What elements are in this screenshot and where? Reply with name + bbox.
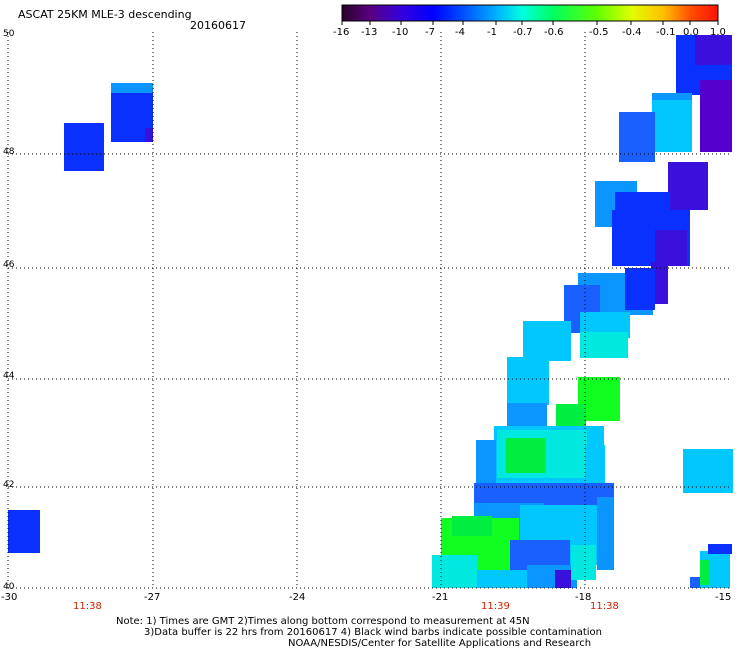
colorbar-segment <box>597 5 632 21</box>
colorbar-frame <box>341 4 719 22</box>
data-cell <box>651 262 668 304</box>
data-cell <box>8 510 40 553</box>
credit-line: NOAA/NESDIS/Center for Satellite Applica… <box>288 638 592 649</box>
data-cell <box>506 438 546 473</box>
data-cell <box>652 100 692 152</box>
data-cell <box>507 357 549 405</box>
data-cell <box>476 440 496 486</box>
data-cell <box>477 570 527 588</box>
colorbar-segment <box>663 5 691 21</box>
longitude-label: -27 <box>144 592 161 603</box>
data-cell <box>597 497 614 570</box>
colorbar-segment <box>553 5 598 21</box>
colorbar-segment <box>370 5 402 21</box>
colorbar-segment <box>522 5 554 21</box>
data-cell <box>555 570 571 588</box>
map-date: 20160617 <box>190 19 246 32</box>
colorbar-tick-label: -0.7 <box>513 27 533 38</box>
colorbar-tick-label: -16 <box>333 27 350 38</box>
data-cell <box>523 321 571 361</box>
longitude-label: -24 <box>289 592 306 603</box>
colorbar-tick-label: -0.4 <box>622 27 642 38</box>
data-cell <box>111 83 153 93</box>
data-cell <box>571 545 596 580</box>
data-cell <box>625 268 655 310</box>
colorbar-segment <box>631 5 664 21</box>
colorbar-segment <box>401 5 434 21</box>
footnote-line-1: Note: 1) Times are GMT 2)Times along bot… <box>116 616 530 627</box>
data-cell <box>64 123 104 171</box>
colorbar-segment <box>433 5 464 21</box>
colorbar-tick-label: -10 <box>392 27 409 38</box>
data-cell <box>580 332 628 358</box>
longitude-label: -15 <box>715 592 732 603</box>
data-cell <box>695 35 732 65</box>
map-gridlines <box>7 32 731 589</box>
data-cell <box>585 445 605 493</box>
swath-time-label: 11:38 <box>590 601 619 612</box>
latitude-label: 42 <box>3 480 15 490</box>
swath-time-label: 11:39 <box>481 601 510 612</box>
colorbar-tick-label: 1.0 <box>710 27 726 38</box>
colorbar-tick-label: -7 <box>425 27 435 38</box>
colorbar-segment <box>463 5 497 21</box>
colorbar <box>341 4 719 25</box>
latitude-label: 46 <box>3 260 15 270</box>
data-cell <box>668 162 708 210</box>
longitude-label: -18 <box>575 592 592 603</box>
longitude-label: -21 <box>432 592 449 603</box>
data-cell <box>700 560 710 585</box>
colorbar-segment <box>690 5 719 21</box>
map-title: ASCAT 25KM MLE-3 descending <box>18 8 192 21</box>
swath-time-label: 11:38 <box>73 601 102 612</box>
data-cell <box>683 449 733 493</box>
latitude-label: 44 <box>3 371 15 381</box>
mle-data-cells <box>8 35 733 588</box>
colorbar-tick-label: 0.0 <box>683 27 699 38</box>
data-cell <box>690 577 700 588</box>
latitude-label: 50 <box>3 29 15 39</box>
footnote-line-2: 3)Data buffer is 22 hrs from 20160617 4)… <box>144 627 602 638</box>
colorbar-tick-label: -0.5 <box>589 27 609 38</box>
data-cell <box>556 404 586 426</box>
data-cell <box>432 555 477 588</box>
latitude-label: 40 <box>3 582 15 592</box>
colorbar-tick-label: -1 <box>487 27 497 38</box>
colorbar-tick-label: -0.1 <box>656 27 676 38</box>
data-cell <box>700 80 732 152</box>
data-cell <box>145 128 153 142</box>
colorbar-tick-label: -13 <box>361 27 378 38</box>
colorbar-tick-label: -0.6 <box>544 27 564 38</box>
data-cell <box>452 516 492 536</box>
longitude-label: -30 <box>1 592 18 603</box>
data-cell <box>708 544 732 554</box>
colorbar-segment <box>496 5 523 21</box>
data-cell <box>655 230 687 266</box>
colorbar-segment <box>342 5 371 21</box>
latitude-label: 48 <box>3 147 15 157</box>
colorbar-tick-label: -4 <box>455 27 465 38</box>
